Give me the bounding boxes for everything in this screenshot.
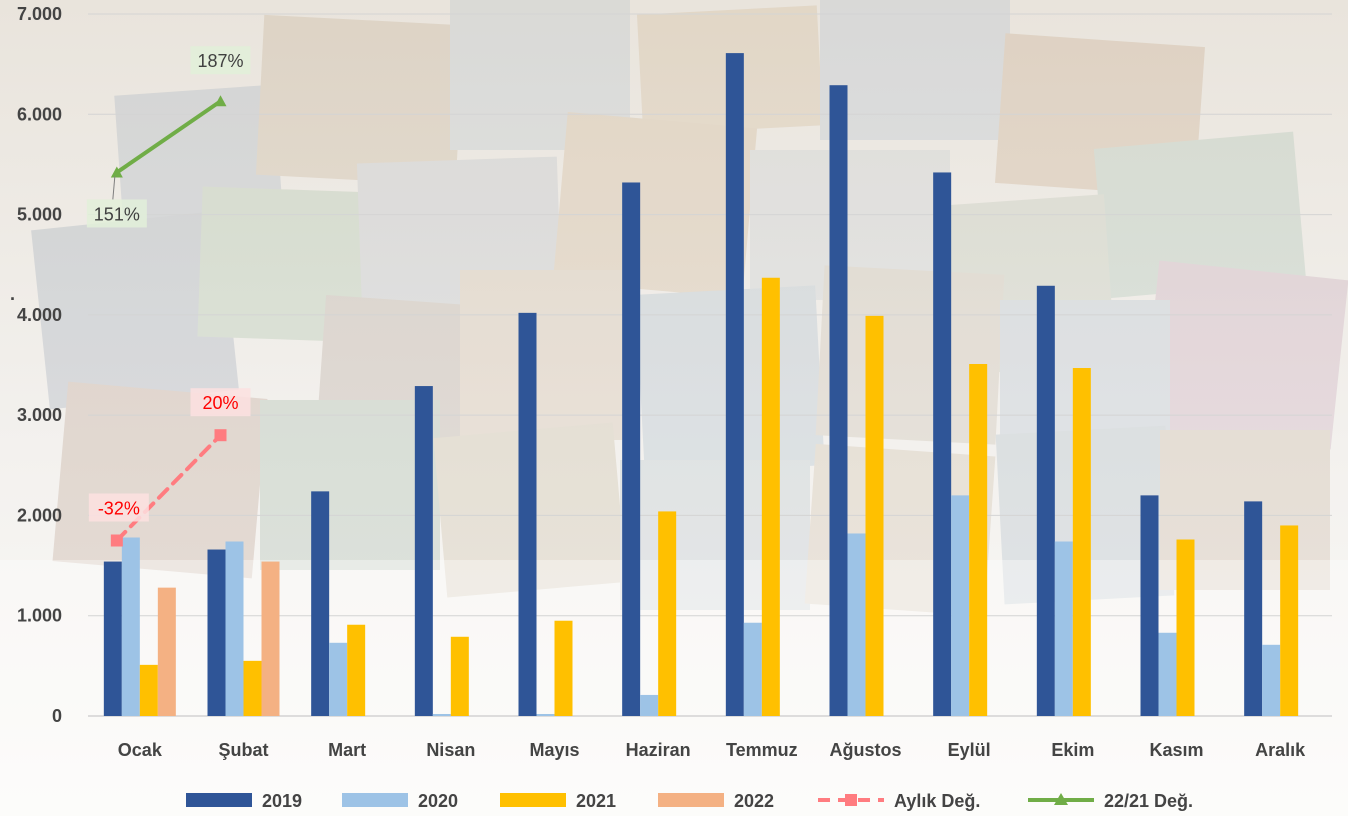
- bar-2021-Ağustos: [865, 315, 884, 716]
- bar-2021-Temmuz: [761, 277, 780, 716]
- bar-2019-Nisan: [414, 386, 433, 716]
- x-tick-label: Mayıs: [529, 740, 579, 760]
- bar-2021-Aralık: [1280, 525, 1299, 716]
- bar-2019-Mayıs: [518, 312, 537, 716]
- legend-label: 2021: [576, 791, 616, 811]
- x-tick-label: Haziran: [626, 740, 691, 760]
- x-tick-label: Eylül: [948, 740, 991, 760]
- bar-2020-Haziran: [640, 694, 659, 716]
- data-label-box: [86, 199, 147, 228]
- bar-2021-Kasım: [1176, 539, 1195, 716]
- bar-2020-Nisan: [432, 713, 451, 716]
- data-label-box: [190, 46, 251, 75]
- bar-2019-Ocak: [103, 561, 122, 716]
- y-tick-label: 3.000: [17, 405, 62, 425]
- bars: [103, 53, 1299, 717]
- x-tick-label: Mart: [328, 740, 366, 760]
- data-label: 187%: [197, 51, 243, 71]
- data-label: 151%: [94, 204, 140, 224]
- x-tick-label: Nisan: [426, 740, 475, 760]
- legend-marker: [845, 794, 857, 806]
- line-aylik-deg: [114, 433, 223, 543]
- y-tick-label: 5.000: [17, 205, 62, 225]
- line-point-marker: [214, 429, 227, 442]
- data-label-box: [190, 388, 251, 417]
- bar-2020-Ağustos: [847, 533, 866, 716]
- bar-2020-Temmuz: [743, 622, 762, 716]
- y-axis-marker: .: [10, 284, 15, 304]
- bar-2021-Ocak: [139, 664, 158, 716]
- x-tick-label: Kasım: [1149, 740, 1203, 760]
- legend-label: 2019: [262, 791, 302, 811]
- legend-swatch-2020: [342, 793, 408, 807]
- bar-2021-Nisan: [450, 636, 469, 716]
- x-tick-label: Ocak: [118, 740, 163, 760]
- bar-2022-Ocak: [157, 587, 176, 716]
- bar-2021-Haziran: [658, 511, 677, 716]
- legend-label: Aylık Değ.: [894, 791, 980, 811]
- legend-label: 2022: [734, 791, 774, 811]
- bar-2019-Eylül: [933, 172, 952, 717]
- bar-2019-Ekim: [1036, 285, 1055, 716]
- y-tick-label: 6.000: [17, 104, 62, 124]
- gridlines: [88, 13, 1332, 717]
- bar-2020-Ocak: [121, 537, 140, 716]
- legend-label: 22/21 Değ.: [1104, 791, 1193, 811]
- bar-2019-Temmuz: [725, 53, 744, 716]
- y-tick-label: 0: [52, 706, 62, 726]
- y-tick-label: 7.000: [17, 4, 62, 24]
- bar-2021-Mart: [347, 624, 366, 716]
- line-point-marker: [110, 534, 123, 547]
- y-tick-label: 1.000: [17, 606, 62, 626]
- x-tick-label: Ağustos: [830, 740, 902, 760]
- bar-2021-Şubat: [243, 660, 262, 716]
- x-tick-label: Aralık: [1255, 740, 1306, 760]
- legend: 2019 2020 2021 2022 Aylık Değ. 22/21 Değ.: [186, 791, 1193, 811]
- bar-2022-Şubat: [261, 561, 280, 716]
- bar-2019-Aralık: [1244, 501, 1263, 716]
- line-22-21-deg: [114, 99, 223, 175]
- legend-swatch-2021: [500, 793, 566, 807]
- x-tick-label: Ekim: [1051, 740, 1094, 760]
- x-axis-ticks: Ocak Şubat Mart Nisan Mayıs Haziran Temmuz Ağus…: [118, 740, 1306, 760]
- bar-2020-Mayıs: [536, 713, 555, 716]
- bar-2021-Mayıs: [554, 620, 573, 716]
- bar-2019-Şubat: [207, 549, 226, 716]
- label-leader-line: [112, 176, 116, 200]
- line-series: -32% 20% 151% 187%: [86, 46, 251, 547]
- bar-2020-Ekim: [1054, 541, 1073, 716]
- legend-marker: [1054, 793, 1068, 805]
- y-axis-ticks: 0 1.000 2.000 3.000 4.000 5.000 6.000 7.000: [17, 4, 62, 726]
- bar-2020-Kasım: [1158, 632, 1177, 716]
- data-label: -32%: [98, 499, 140, 519]
- bar-2019-Ağustos: [829, 85, 848, 716]
- bar-2019-Kasım: [1140, 495, 1159, 716]
- legend-swatch-2019: [186, 793, 252, 807]
- data-label-box: [88, 493, 149, 522]
- bar-2021-Ekim: [1072, 368, 1091, 716]
- bar-2020-Mart: [329, 642, 348, 716]
- legend-label: 2020: [418, 791, 458, 811]
- y-tick-label: 4.000: [17, 305, 62, 325]
- bar-2019-Haziran: [622, 182, 641, 717]
- bar-2019-Mart: [311, 491, 330, 716]
- data-label: 20%: [202, 393, 238, 413]
- bar-2020-Şubat: [225, 541, 244, 716]
- y-tick-label: 2.000: [17, 505, 62, 525]
- line-point-marker: [214, 95, 227, 107]
- x-tick-label: Şubat: [218, 740, 268, 760]
- bar-2021-Eylül: [969, 363, 988, 716]
- legend-swatch-2022: [658, 793, 724, 807]
- bar-2020-Eylül: [951, 495, 970, 716]
- line-point-marker: [110, 166, 123, 178]
- x-tick-label: Temmuz: [726, 740, 798, 760]
- bar-2020-Aralık: [1262, 644, 1281, 716]
